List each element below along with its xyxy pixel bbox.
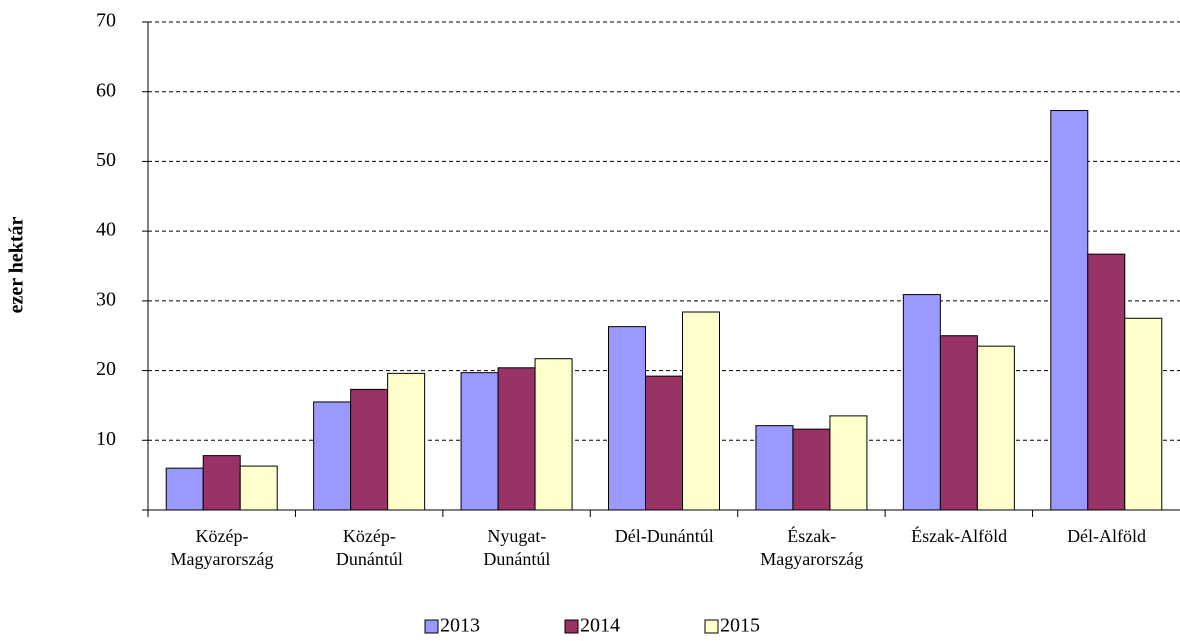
y-tick-label: 50: [96, 149, 116, 171]
x-tick-label: Észak-Alföld: [911, 526, 1008, 546]
bar: [497, 367, 536, 511]
bar: [682, 311, 720, 511]
legend-label: 2014: [580, 615, 620, 637]
x-tick-label: Nyugat- Dunántúl: [483, 526, 551, 569]
bar: [313, 401, 352, 511]
y-tick-label: 20: [96, 358, 116, 380]
y-tick-label: 60: [96, 79, 116, 101]
bar: [1087, 253, 1126, 511]
bar: [350, 388, 389, 511]
bar: [534, 358, 573, 511]
bar: [829, 415, 868, 511]
y-tick-label: 30: [96, 288, 116, 310]
x-tick-label: Észak- Magyarország: [760, 526, 864, 569]
bar: [1124, 317, 1163, 511]
y-tick-label: 10: [96, 428, 116, 450]
bar: [976, 345, 1015, 511]
bar: [1050, 110, 1089, 511]
bar: [387, 372, 426, 511]
y-tick-label: 70: [96, 10, 116, 32]
bar: [792, 428, 831, 511]
y-tick-label: 40: [96, 219, 116, 241]
bar: [608, 326, 646, 511]
bar: [939, 335, 978, 511]
legend-swatch: [424, 619, 439, 634]
x-tick-label: Dél-Dunántúl: [614, 526, 714, 546]
x-tick-label: Közép- Dunántúl: [335, 526, 403, 569]
legend-label: 2015: [720, 615, 760, 637]
legend-swatch: [704, 619, 719, 634]
y-axis-label: ezer hektár: [6, 216, 28, 313]
bar: [460, 372, 499, 511]
bar: [902, 294, 941, 511]
legend-label: 2013: [440, 615, 480, 637]
bar: [239, 465, 278, 511]
bar: [202, 455, 241, 511]
bar: [165, 467, 204, 511]
bar: [645, 375, 683, 511]
legend-swatch: [564, 619, 579, 634]
x-tick-label: Dél-Alföld: [1067, 526, 1147, 546]
x-tick-label: Közép- Magyarország: [170, 526, 274, 569]
bar: [755, 425, 794, 511]
